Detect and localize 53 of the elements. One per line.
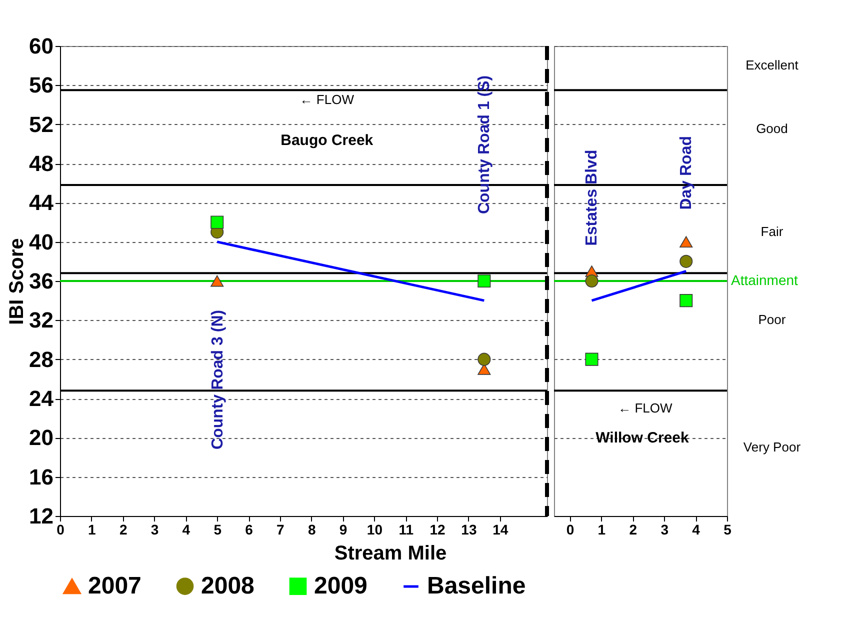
annotation: County Road 1 (S) — [476, 75, 494, 214]
x-tick-label: 6 — [245, 522, 254, 538]
x-tick-label: 1 — [88, 522, 96, 538]
x-tick-label: 11 — [398, 522, 414, 538]
x-tick-label: 4 — [182, 522, 190, 538]
y-tick-label: 28 — [29, 346, 54, 372]
text: Poor — [758, 312, 786, 328]
x-tick-label: 10 — [366, 522, 383, 538]
annotation: Day Road — [678, 136, 696, 210]
annotation: Willow Creek — [596, 430, 690, 447]
x-tick-label: 0 — [56, 522, 65, 538]
x-tick-label: 13 — [461, 522, 477, 538]
legend-label: 2008 — [201, 572, 254, 600]
text: Good — [756, 121, 788, 136]
x-tick-label: 0 — [566, 522, 574, 538]
x-tick-label: 2 — [119, 522, 128, 538]
x-tick-label: 4 — [692, 522, 700, 538]
y-tick-label: 52 — [29, 112, 54, 137]
y-tick-label: 44 — [29, 190, 54, 216]
y-tick-label: 48 — [29, 151, 54, 176]
x-tick-label: 2 — [629, 522, 638, 538]
y-tick-label: 20 — [29, 425, 54, 450]
annotation: ← FLOW — [300, 92, 355, 108]
x-tick-label: 5 — [724, 522, 732, 538]
x-tick-label: 8 — [308, 522, 316, 538]
legend-label: 2007 — [88, 572, 142, 600]
y-tick-label: 24 — [29, 386, 54, 411]
annotation: Baugo Creek — [280, 132, 374, 149]
x-tick-label: 12 — [430, 522, 446, 538]
y-tick-label: 60 — [29, 34, 54, 58]
y-tick-label: 16 — [29, 464, 54, 490]
ref-line-label: Attainment — [731, 272, 798, 288]
legend-label: 2009 — [314, 572, 368, 600]
annotation: ← FLOW — [618, 400, 673, 416]
x-axis-title: Stream Mile — [334, 542, 447, 564]
y-tick-label: 36 — [29, 268, 54, 294]
y-tick-label: 40 — [29, 229, 54, 254]
x-tick-label: 14 — [492, 522, 508, 538]
legend-label: Baseline — [427, 572, 526, 600]
y-axis-title: IBI Score — [6, 238, 28, 325]
text: Fair — [760, 224, 784, 240]
annotation: Estates Blvd — [584, 150, 601, 246]
text: Very Poor — [743, 439, 802, 454]
y-tick-label: 32 — [29, 308, 54, 333]
x-tick-label: 3 — [150, 522, 159, 538]
x-tick-label: 1 — [598, 522, 606, 538]
annotation: County Road 3 (N) — [209, 310, 226, 450]
x-tick-label: 5 — [214, 522, 222, 538]
y-tick-label: 56 — [29, 72, 54, 98]
x-tick-label: 3 — [660, 522, 669, 538]
x-tick-label: 7 — [276, 522, 285, 538]
x-tick-label: 9 — [339, 522, 348, 538]
text: Excellent — [746, 58, 799, 73]
